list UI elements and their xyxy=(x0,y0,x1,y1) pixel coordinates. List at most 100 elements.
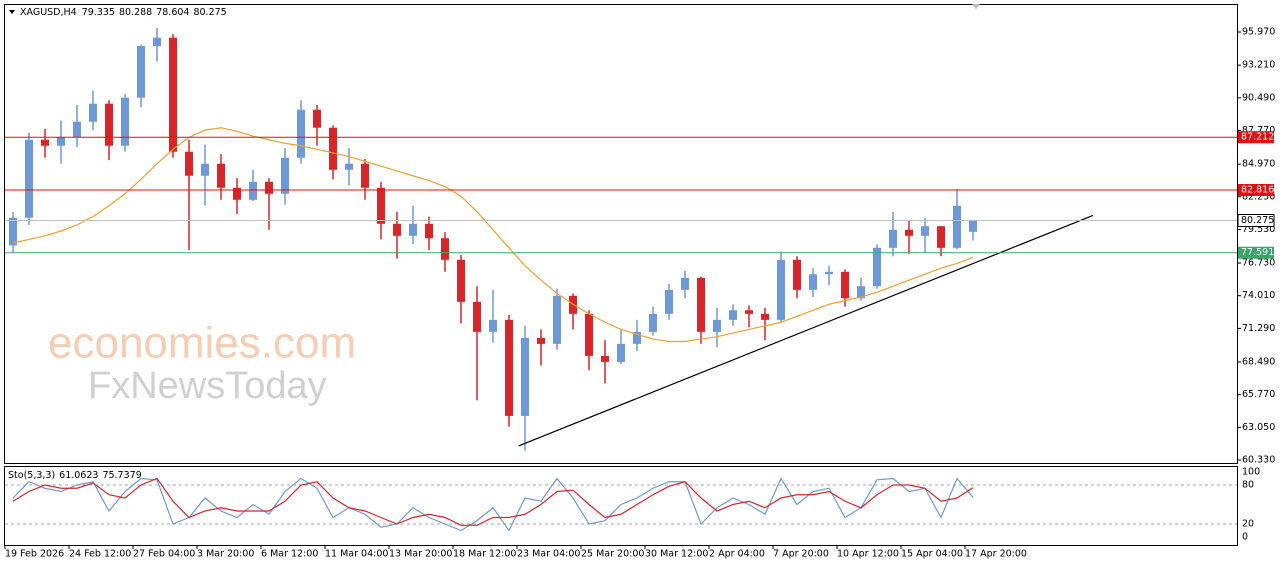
candle-body xyxy=(601,355,609,362)
candle-body xyxy=(905,229,913,236)
y-tick-label: 68.490 xyxy=(1242,357,1275,368)
candle-body xyxy=(921,226,929,236)
candle-body xyxy=(553,295,561,344)
candle-body xyxy=(857,286,865,299)
x-tick-label: 24 Feb 12:00 xyxy=(69,549,131,560)
d-value: 75.7379 xyxy=(102,470,141,481)
low-value: 78.604 xyxy=(156,7,189,18)
stochastic-panel xyxy=(4,466,1238,546)
symbol: XAGUSD,H4 xyxy=(20,7,77,18)
moving-average xyxy=(12,127,974,343)
candle-body xyxy=(441,238,449,260)
candle-body xyxy=(537,337,545,344)
chart-header: XAGUSD,H4 79.335 80.288 78.604 80.275 xyxy=(20,7,227,18)
candle-body xyxy=(217,163,225,188)
candle-body xyxy=(761,313,769,320)
stochastic-line xyxy=(12,477,974,532)
candle-body xyxy=(345,163,353,170)
candle-body xyxy=(153,37,161,47)
y-tick-label: 87.770 xyxy=(1242,125,1275,136)
candle-body xyxy=(665,289,673,314)
x-tick-label: 25 Mar 20:00 xyxy=(581,549,644,560)
candle-body xyxy=(793,259,801,290)
candle-body xyxy=(745,310,753,314)
candle-body xyxy=(377,187,385,224)
x-tick-label: 30 Mar 12:00 xyxy=(645,549,708,560)
level-box xyxy=(1238,183,1274,196)
candle-body xyxy=(681,277,689,290)
close-value: 80.275 xyxy=(193,7,226,18)
x-tick-label: 17 Apr 20:00 xyxy=(965,549,1027,560)
candle-body xyxy=(889,229,897,248)
x-tick-label: 6 Mar 12:00 xyxy=(261,549,318,560)
x-tick-label: 7 Apr 20:00 xyxy=(773,549,829,560)
candle-body xyxy=(57,137,65,146)
candle-body xyxy=(713,319,721,332)
candle-body xyxy=(297,109,305,158)
candle-body xyxy=(585,313,593,356)
candle-body xyxy=(489,319,497,332)
x-tick-label: 19 Feb 2026 xyxy=(5,549,64,560)
level-label: 82.816 xyxy=(1241,184,1274,195)
y-tick-label: 90.490 xyxy=(1242,92,1275,103)
x-tick-label: 23 Mar 04:00 xyxy=(517,549,580,560)
candle-body xyxy=(201,163,209,176)
indicator-header: Sto(5,3,3) 61.0623 75.7379 xyxy=(8,470,142,481)
candle-body xyxy=(169,37,177,152)
candle-body xyxy=(281,157,289,194)
candle-body xyxy=(105,103,113,146)
candle-body xyxy=(937,226,945,248)
y-tick-label: 100 xyxy=(1242,467,1260,478)
x-tick-label: 11 Mar 04:00 xyxy=(325,549,388,560)
candle-body xyxy=(265,181,273,194)
candle-body xyxy=(825,271,833,275)
main-panel xyxy=(4,4,1238,464)
watermark: economies.com xyxy=(48,319,356,368)
y-tick-label: 63.050 xyxy=(1242,422,1275,433)
x-tick-label: 10 Apr 12:00 xyxy=(837,549,899,560)
candle-body xyxy=(873,247,881,287)
candle-body xyxy=(409,223,417,236)
stochastic-line xyxy=(12,477,974,526)
k-value: 61.0623 xyxy=(59,470,98,481)
candle-body xyxy=(25,139,33,218)
level-box xyxy=(1238,246,1274,259)
candle-body xyxy=(73,121,81,138)
x-tick-label: 27 Feb 04:00 xyxy=(133,549,195,560)
candle-body xyxy=(521,337,529,416)
y-tick-label: 65.770 xyxy=(1242,389,1275,400)
x-tick-label: 2 Apr 04:00 xyxy=(709,549,765,560)
candle-body xyxy=(841,271,849,299)
y-tick-label: 60.330 xyxy=(1242,454,1275,465)
y-tick-label: 82.250 xyxy=(1242,191,1275,202)
y-tick-label: 0 xyxy=(1242,532,1248,543)
y-tick-label: 80 xyxy=(1242,480,1254,491)
candle-body xyxy=(457,259,465,302)
y-tick-label: 76.730 xyxy=(1242,258,1275,269)
menu-arrow xyxy=(9,10,15,14)
open-value: 79.335 xyxy=(82,7,115,18)
current-price-box xyxy=(1237,213,1275,227)
trend-line xyxy=(518,214,1094,447)
y-tick-label: 93.210 xyxy=(1242,60,1275,71)
watermark: FxNewsToday xyxy=(88,365,327,407)
candle-body xyxy=(697,277,705,332)
current-price-label: 80.275 xyxy=(1241,215,1274,226)
candle-body xyxy=(313,109,321,128)
candle-body xyxy=(89,103,97,122)
candle-body xyxy=(969,220,977,232)
candle-body xyxy=(121,97,129,146)
x-tick-label: 18 Mar 12:00 xyxy=(453,549,516,560)
candle-body xyxy=(249,181,257,200)
level-label: 77.591 xyxy=(1241,247,1274,258)
candle-body xyxy=(233,187,241,200)
y-tick-label: 20 xyxy=(1242,519,1254,530)
level-label: 87.212 xyxy=(1241,132,1274,143)
y-tick-label: 71.290 xyxy=(1242,323,1275,334)
x-tick-label: 3 Mar 20:00 xyxy=(197,549,254,560)
candle-body xyxy=(393,223,401,236)
y-tick-label: 84.970 xyxy=(1242,159,1275,170)
y-tick-label: 79.530 xyxy=(1242,224,1275,235)
y-tick-label: 74.010 xyxy=(1242,290,1275,301)
